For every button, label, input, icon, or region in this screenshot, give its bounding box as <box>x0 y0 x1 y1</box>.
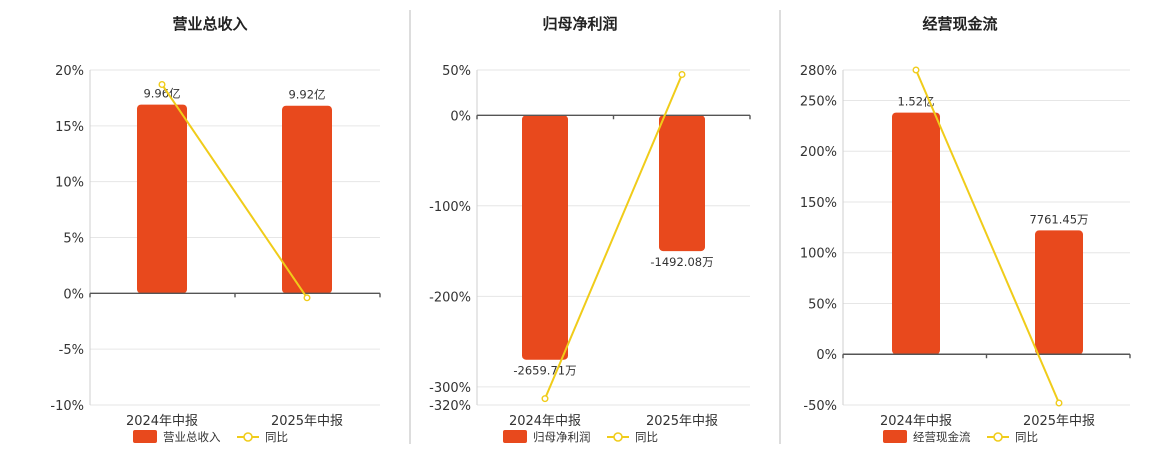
legend-bar-swatch <box>503 430 527 443</box>
chart-title: 营业总收入 <box>172 15 247 33</box>
yoy-point[interactable] <box>1055 399 1063 407</box>
y-tick-label: 100% <box>800 247 837 262</box>
legend-bar-label: 营业总收入 <box>163 430 221 444</box>
bar[interactable] <box>1035 230 1083 355</box>
y-tick-label: 280% <box>800 64 837 79</box>
legend-line-marker <box>993 432 1003 442</box>
x-category-label: 2024年中报 <box>509 414 581 429</box>
y-tick-label: -320% <box>429 399 471 414</box>
y-tick-label: -100% <box>429 200 471 215</box>
yoy-line <box>544 74 683 400</box>
x-category-label: 2024年中报 <box>880 414 952 429</box>
yoy-point[interactable] <box>678 71 686 79</box>
legend-line-marker <box>243 432 253 442</box>
y-tick-label: -50% <box>803 399 837 414</box>
legend-line-label: 同比 <box>1015 430 1038 444</box>
bar[interactable] <box>137 104 187 294</box>
yoy-point[interactable] <box>912 66 920 74</box>
bar[interactable] <box>659 115 705 252</box>
bar-data-label: 9.96亿 <box>143 87 180 101</box>
y-tick-label: 5% <box>63 232 84 247</box>
legend-bar-swatch <box>883 430 907 443</box>
bar-data-label: 1.52亿 <box>897 95 934 109</box>
bar-data-label: -1492.08万 <box>650 255 713 269</box>
bar[interactable] <box>282 105 332 294</box>
y-tick-label: 0% <box>816 348 837 363</box>
x-category-label: 2025年中报 <box>646 414 718 429</box>
chart-title: 经营现金流 <box>922 15 997 33</box>
x-category-label: 2025年中报 <box>1023 414 1095 429</box>
y-tick-label: 0% <box>63 287 84 302</box>
y-tick-label: 250% <box>800 94 837 109</box>
bar[interactable] <box>892 112 940 355</box>
y-tick-label: 50% <box>808 297 837 312</box>
bar-data-label: 9.92亿 <box>288 88 325 102</box>
bar[interactable] <box>522 115 568 360</box>
bar-data-label: -2659.71万 <box>513 364 576 378</box>
yoy-point[interactable] <box>303 294 311 302</box>
y-tick-label: 150% <box>800 196 837 211</box>
legend-line-label: 同比 <box>265 430 288 444</box>
bar-data-label: 7761.45万 <box>1029 212 1088 226</box>
y-tick-label: -200% <box>429 290 471 305</box>
y-tick-label: -300% <box>429 381 471 396</box>
yoy-line <box>915 69 1060 404</box>
y-tick-label: 0% <box>450 109 471 124</box>
y-tick-label: 200% <box>800 145 837 160</box>
legend-bar-label: 经营现金流 <box>913 430 971 444</box>
yoy-point[interactable] <box>158 81 166 89</box>
y-tick-label: 20% <box>55 64 84 79</box>
y-tick-label: 15% <box>55 120 84 135</box>
yoy-line <box>161 83 308 299</box>
chart-title: 归母净利润 <box>542 15 617 33</box>
y-tick-label: -10% <box>50 399 84 414</box>
y-tick-label: 50% <box>442 64 471 79</box>
legend-bar-swatch <box>133 430 157 443</box>
x-category-label: 2024年中报 <box>126 414 198 429</box>
x-category-label: 2025年中报 <box>271 414 343 429</box>
legend-bar-label: 归母净利润 <box>533 430 591 444</box>
legend-line-marker <box>613 432 623 442</box>
legend-line-label: 同比 <box>635 430 658 444</box>
yoy-point[interactable] <box>541 395 549 403</box>
y-tick-label: 10% <box>55 176 84 191</box>
y-tick-label: -5% <box>59 343 84 358</box>
